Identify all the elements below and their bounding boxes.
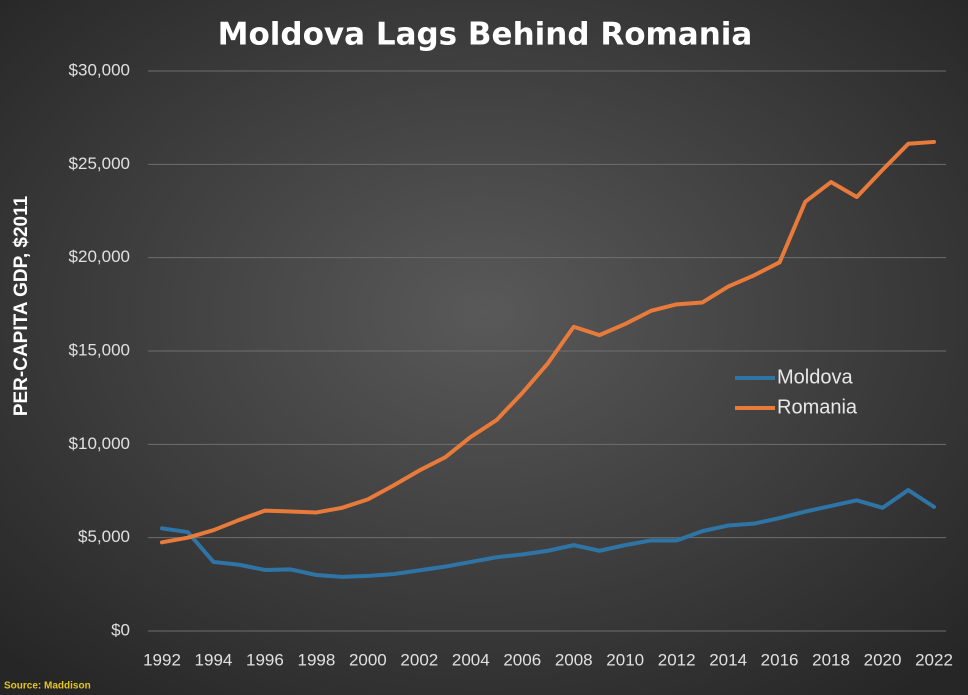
x-tick-label: 2012: [658, 650, 696, 669]
x-tick-label: 1998: [297, 650, 335, 669]
x-tick-label: 2006: [503, 650, 541, 669]
x-tick-label: 1992: [143, 650, 181, 669]
x-tick-label: 2010: [606, 650, 644, 669]
x-tick-label: 2014: [709, 650, 747, 669]
y-tick-label: $25,000: [69, 154, 130, 173]
x-tick-label: 2000: [349, 650, 387, 669]
chart-title: Moldova Lags Behind Romania: [218, 17, 753, 53]
y-tick-label: $30,000: [69, 60, 130, 79]
source-note: Source: Maddison: [4, 681, 91, 692]
y-tick-label: $20,000: [69, 247, 130, 266]
x-tick-label: 2020: [864, 650, 902, 669]
x-tick-label: 2002: [400, 650, 438, 669]
y-tick-label: $15,000: [69, 340, 130, 359]
x-tick-label: 2022: [915, 650, 953, 669]
legend-label: Romania: [777, 396, 858, 418]
y-axis-label: PER-CAPITA GDP, $2011: [11, 195, 32, 416]
x-tick-label: 2018: [812, 650, 850, 669]
y-tick-label: $10,000: [69, 434, 130, 453]
x-tick-label: 1996: [246, 650, 284, 669]
x-tick-label: 1994: [195, 650, 233, 669]
y-tick-label: $5,000: [78, 527, 130, 546]
x-tick-label: 2008: [555, 650, 593, 669]
x-tick-label: 2004: [452, 650, 490, 669]
legend-label: Moldova: [777, 366, 853, 388]
y-tick-label: $0: [111, 620, 130, 639]
series-line: [160, 488, 936, 579]
series-line: [160, 139, 936, 545]
x-tick-label: 2016: [761, 650, 799, 669]
